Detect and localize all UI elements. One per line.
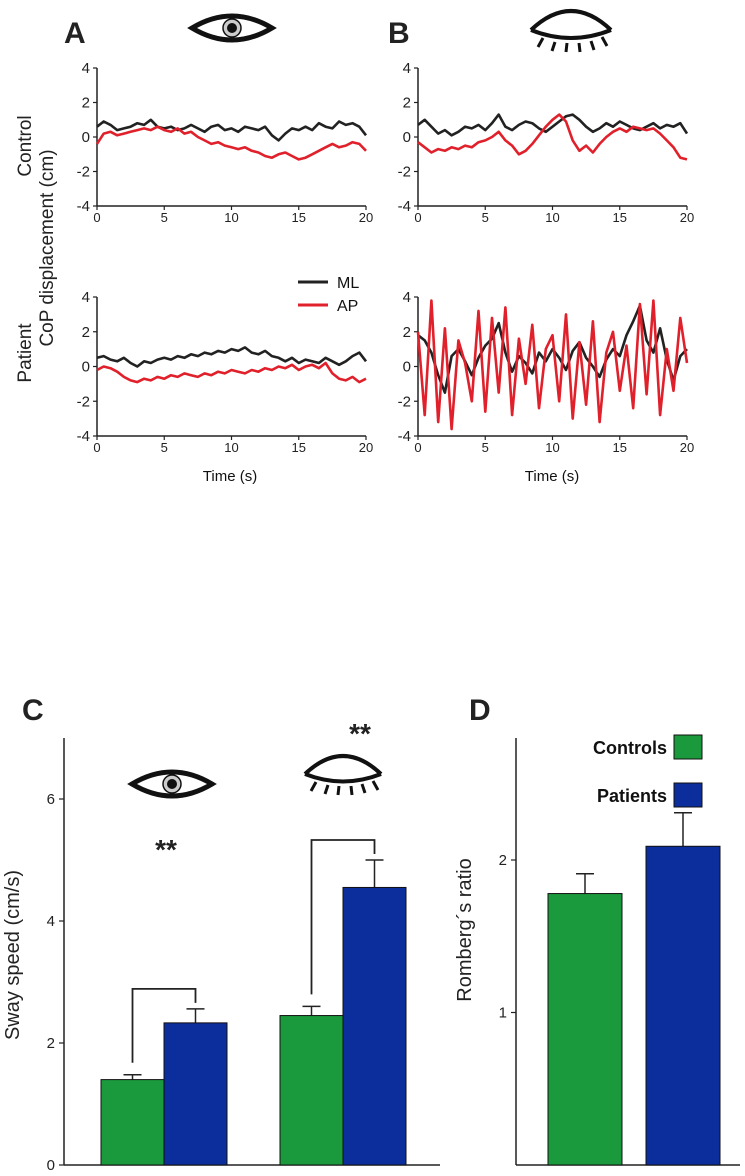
y-axis-label-cop: CoP displacement (cm) bbox=[37, 149, 58, 346]
line-panel-a-control: 420-2-40 5 10 15 20 bbox=[77, 60, 374, 225]
panel-letter-a: A bbox=[64, 17, 86, 50]
legend-label-controls: Controls bbox=[593, 738, 667, 758]
row-label-patient: Patient bbox=[15, 323, 36, 383]
x-tick-label: 0 bbox=[414, 440, 421, 455]
y-axis-label-romberg: Romberg´s ratio bbox=[454, 858, 476, 1001]
x-tick-label: 10 bbox=[545, 210, 559, 225]
y-tick-label: -2 bbox=[398, 164, 411, 181]
series-line-ap bbox=[95, 125, 367, 161]
eye-closed-icon bbox=[303, 754, 383, 796]
x-tick-label: 20 bbox=[680, 440, 694, 455]
y-tick-label: 0 bbox=[47, 1157, 55, 1174]
x-tick-label: 10 bbox=[545, 440, 559, 455]
y-tick-label: 0 bbox=[82, 359, 90, 376]
y-tick-label: -2 bbox=[398, 393, 411, 410]
bar-controls bbox=[100, 1079, 165, 1166]
x-axis-label-b: Time (s) bbox=[525, 468, 579, 485]
y-tick-label: 0 bbox=[403, 359, 411, 376]
y-tick-label: 2 bbox=[403, 95, 411, 112]
y-axis-label-sway: Sway speed (cm/s) bbox=[2, 870, 24, 1040]
y-tick-label: 0 bbox=[82, 129, 90, 146]
y-tick-label: -4 bbox=[398, 198, 411, 215]
x-tick-label: 5 bbox=[482, 440, 489, 455]
x-tick-label: 5 bbox=[161, 440, 168, 455]
significance-bracket bbox=[310, 839, 376, 995]
eye-closed-icon bbox=[529, 9, 613, 53]
x-tick-label: 15 bbox=[613, 210, 627, 225]
series-line-ml bbox=[96, 346, 368, 368]
significance-eyes-closed: ** bbox=[349, 718, 371, 749]
eye-open-icon bbox=[127, 769, 217, 799]
legend-swatch-patients bbox=[673, 782, 703, 808]
x-tick-label: 5 bbox=[482, 210, 489, 225]
series-line-ap bbox=[96, 361, 367, 384]
legend-label-ml: ML bbox=[337, 275, 359, 292]
series-line-ap bbox=[416, 299, 689, 431]
y-tick-label: 1 bbox=[499, 1005, 507, 1022]
line-panel-b-control: 420-2-40 5 10 15 20 bbox=[398, 60, 695, 225]
x-tick-label: 10 bbox=[224, 440, 238, 455]
x-tick-label: 10 bbox=[224, 210, 238, 225]
series-line-ap bbox=[417, 113, 688, 161]
series-line-ml bbox=[96, 118, 368, 142]
x-tick-label: 0 bbox=[414, 210, 421, 225]
x-tick-label: 15 bbox=[292, 210, 306, 225]
y-tick-label: 2 bbox=[499, 852, 507, 869]
y-tick-label: -2 bbox=[77, 164, 90, 181]
bar-patients bbox=[645, 845, 721, 1166]
x-tick-label: 20 bbox=[359, 210, 373, 225]
panel-letter-b: B bbox=[388, 17, 410, 50]
y-tick-label: -4 bbox=[398, 428, 411, 445]
series-line-ml bbox=[417, 113, 689, 137]
x-tick-label: 5 bbox=[161, 210, 168, 225]
x-tick-label: 0 bbox=[93, 210, 100, 225]
x-tick-label: 15 bbox=[613, 440, 627, 455]
y-tick-label: 4 bbox=[47, 913, 55, 930]
y-tick-label: 2 bbox=[47, 1035, 55, 1052]
significance-eyes-open: ** bbox=[155, 834, 177, 865]
row-label-control: Control bbox=[15, 115, 36, 176]
x-axis-label-a: Time (s) bbox=[203, 468, 257, 485]
y-tick-label: 2 bbox=[82, 324, 90, 341]
y-tick-label: -2 bbox=[77, 393, 90, 410]
line-panel-b-patient: 420-2-40 5 10 15 20 bbox=[398, 289, 695, 455]
legend-label-patients: Patients bbox=[597, 786, 667, 806]
legend-label-ap: AP bbox=[337, 298, 358, 315]
panel-letter-c: C bbox=[22, 694, 44, 727]
x-tick-label: 20 bbox=[680, 210, 694, 225]
bar-patients bbox=[342, 886, 407, 1166]
bar-chart-d: 12 bbox=[499, 738, 740, 1166]
significance-bracket bbox=[131, 987, 197, 1063]
y-tick-label: -4 bbox=[77, 198, 90, 215]
bar-controls bbox=[279, 1015, 344, 1166]
x-tick-label: 0 bbox=[93, 440, 100, 455]
line-panel-a-patient: 420-2-40 5 10 15 20 bbox=[77, 289, 374, 455]
y-tick-label: 2 bbox=[82, 95, 90, 112]
x-tick-label: 20 bbox=[359, 440, 373, 455]
x-tick-label: 15 bbox=[292, 440, 306, 455]
y-tick-label: 2 bbox=[403, 324, 411, 341]
bar-chart-c: 0 2 4 6 bbox=[47, 738, 440, 1174]
eye-open-icon bbox=[187, 13, 277, 43]
panel-letter-d: D bbox=[469, 694, 491, 727]
bar-patients bbox=[163, 1022, 228, 1166]
y-tick-label: 4 bbox=[82, 289, 90, 306]
legend-swatch-controls bbox=[673, 734, 703, 760]
y-tick-label: 0 bbox=[403, 129, 411, 146]
bar-controls bbox=[547, 893, 623, 1166]
y-tick-label: 4 bbox=[82, 60, 90, 77]
y-tick-label: -4 bbox=[77, 428, 90, 445]
y-tick-label: 4 bbox=[403, 60, 411, 77]
y-tick-label: 6 bbox=[47, 791, 55, 808]
y-tick-label: 4 bbox=[403, 289, 411, 306]
